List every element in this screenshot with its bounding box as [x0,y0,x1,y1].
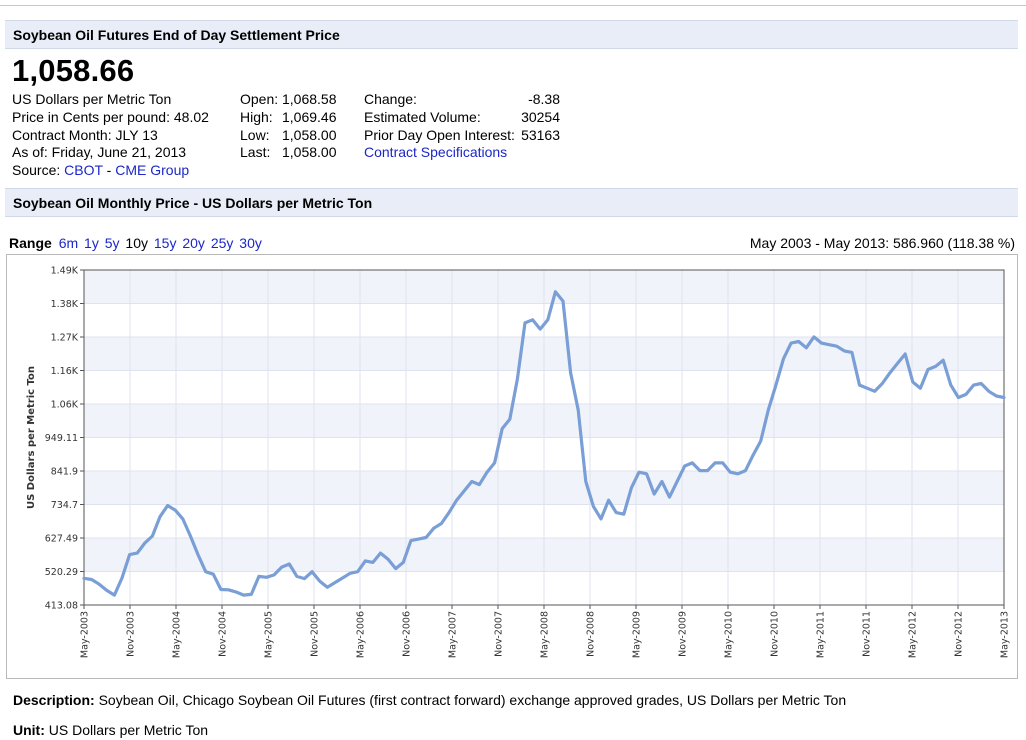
open-interest-label: Prior Day Open Interest: [364,126,515,143]
source-separator: - [102,162,116,179]
x-tick-label: Nov-2007 [494,611,505,657]
unit-info: Unit: US Dollars per Metric Ton [13,722,208,738]
y-tick-label: 520.29 [45,567,78,578]
y-tick-label: 949.11 [45,433,78,444]
settlement-price: 1,058.66 [12,53,135,88]
y-axis-label: US Dollars per Metric Ton [26,366,37,509]
volume-label: Estimated Volume: [364,108,481,125]
x-tick-label: May-2010 [724,611,735,658]
price-chart: 413.08 520.29 627.49 734.7 841.9 949.11 1.06K 1… [26,266,1011,659]
contract-month-line: Contract Month: JLY 13 [12,126,158,143]
y-tick-label: 627.49 [45,534,78,545]
source-line: Source: CBOT - CME Group [12,162,209,180]
range-summary: May 2003 - May 2013: 586.960 (118.38 %) [749,235,1015,251]
chart-frame: 413.08 520.29 627.49 734.7 841.9 949.11 1.06K 1… [6,254,1018,679]
high-row: High: 1,069.46 [240,109,337,127]
cbot-link[interactable]: CBOT [64,162,103,179]
open-interest-row: Prior Day Open Interest: 53163 [364,127,560,145]
x-tick-label: May-2011 [816,611,827,658]
range-option-25y[interactable]: 25y [210,235,234,251]
open-value: 1,068.58 [282,91,337,107]
range-option-1y[interactable]: 1y [84,235,99,251]
price-series-line [82,290,1006,597]
top-rule [0,5,1026,6]
y-tick-label: 1.06K [51,400,79,411]
range-label: Range [9,235,52,251]
range-option-5y[interactable]: 5y [104,235,120,251]
last-value: 1,058.00 [282,144,337,161]
high-value: 1,069.46 [282,108,337,125]
x-tick-label: May-2008 [540,611,551,658]
y-tick-label: 413.08 [45,601,78,612]
change-row: Change: -8.38 [364,91,560,109]
x-tick-label: May-2012 [908,611,919,658]
y-tick-label: 1.49K [51,266,79,277]
change-label: Change: [364,91,417,107]
volume-value: 30254 [521,108,560,125]
last-label: Last: [240,144,271,161]
description-text: Soybean Oil, Chicago Soybean Oil Futures… [98,692,847,708]
open-row: Open: 1,068.58 [240,91,337,109]
x-tick-label: Nov-2006 [402,611,413,657]
x-tick-label: May-2009 [632,611,643,658]
low-value: 1,058.00 [282,126,337,143]
unit-line: US Dollars per Metric Ton [12,91,172,107]
y-tick-label: 1.38K [51,299,79,310]
range-option-6m[interactable]: 6m [58,235,79,251]
low-label: Low: [240,126,270,143]
y-tick-label: 841.9 [51,467,78,478]
x-tick-label: Nov-2003 [126,611,137,657]
x-tick-label: May-2007 [448,611,459,658]
open-label: Open: [240,91,279,107]
unit-label: Unit: [13,722,45,738]
as-of-line: As of: Friday, June 21, 2013 [12,144,187,161]
monthly-section-title: Soybean Oil Monthly Price - US Dollars p… [13,195,373,211]
ohlc-column: Open: 1,068.58 High: 1,069.46 Low: 1,058.00… [240,91,337,162]
quote-info-column: US Dollars per Metric Ton Price in Cents… [12,91,209,180]
contract-specifications-link[interactable]: Contract Specifications [364,144,508,161]
x-tick-label: Nov-2011 [862,611,873,657]
y-tick-label: 1.16K [51,366,79,377]
x-tick-label: Nov-2008 [586,611,597,657]
range-option-15y[interactable]: 15y [153,235,177,251]
x-tick-label: Nov-2009 [678,611,689,657]
y-tick-label: 1.27K [51,333,79,344]
cme-group-link[interactable]: CME Group [115,162,190,179]
cents-line: Price in Cents per pound: 48.02 [12,108,209,125]
volume-row: Estimated Volume: 30254 [364,109,560,127]
x-tick-label: May-2005 [264,611,275,658]
x-tick-label: May-2006 [356,611,367,658]
last-row: Last: 1,058.00 [240,144,337,162]
unit-text: US Dollars per Metric Ton [48,722,209,738]
open-interest-value: 53163 [521,126,560,143]
description: Description: Soybean Oil, Chicago Soybea… [13,692,846,708]
high-label: High: [240,108,273,125]
x-tick-label: May-2003 [80,611,91,658]
x-tick-label: Nov-2005 [310,611,321,657]
low-row: Low: 1,058.00 [240,127,337,145]
x-tick-label: Nov-2004 [218,611,229,657]
y-tick-label: 734.7 [51,500,78,511]
range-option-30y[interactable]: 30y [239,235,262,251]
range-options: 6m 1y 5y 10y 15y 20y 25y 30y [59,235,264,251]
x-tick-label: Nov-2012 [954,611,965,657]
x-tick-label: May-2013 [1000,611,1011,658]
change-value: -8.38 [528,91,560,107]
source-label: Source: [12,162,61,179]
range-option-10y[interactable]: 10y [125,235,148,251]
monthly-section-header: Soybean Oil Monthly Price - US Dollars p… [5,188,1018,217]
x-tick-label: Nov-2010 [770,611,781,657]
settlement-section-header: Soybean Oil Futures End of Day Settlemen… [5,20,1018,49]
range-selector: Range 6m 1y 5y 10y 15y 20y 25y 30y [9,235,264,251]
range-option-20y[interactable]: 20y [182,235,205,251]
x-tick-label: May-2004 [172,611,183,658]
market-stats-column: Change: -8.38 Estimated Volume: 30254 Prio… [364,91,560,162]
settlement-section-title: Soybean Oil Futures End of Day Settlemen… [13,27,340,43]
description-label: Description: [13,692,95,708]
